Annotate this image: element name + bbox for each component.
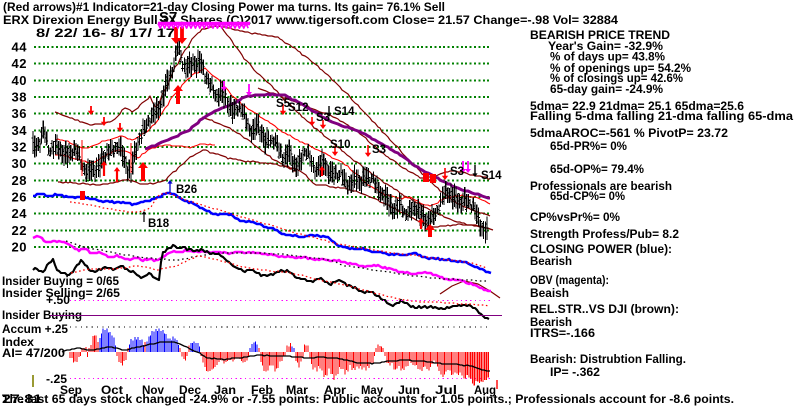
svg-text:28: 28	[12, 173, 27, 188]
svg-text:22: 22	[12, 223, 27, 238]
svg-text:Strength Profess/Pub= 8.2: Strength Profess/Pub= 8.2	[530, 229, 679, 241]
svg-text:CP%vsPr%= 0%: CP%vsPr%= 0%	[530, 212, 620, 224]
svg-text:Apr: Apr	[324, 385, 347, 397]
svg-text:36: 36	[12, 106, 27, 121]
svg-text:65-day gain= -24.9%: 65-day gain= -24.9%	[550, 84, 663, 96]
svg-text:20: 20	[12, 239, 27, 254]
svg-text:The last 65 days stock changed: The last 65 days stock changed -24.9% or…	[2, 394, 734, 406]
svg-text:% of closings up= 42.6%: % of closings up= 42.6%	[550, 73, 683, 85]
svg-text:S7: S7	[159, 9, 177, 26]
svg-text:65d-CP%= 0%: 65d-CP%= 0%	[550, 191, 625, 203]
svg-text:S3: S3	[372, 144, 386, 156]
svg-text:44: 44	[12, 40, 28, 55]
svg-text:Nov: Nov	[142, 385, 165, 397]
svg-text:IP= -.362: IP= -.362	[550, 367, 600, 379]
svg-text:Accum +.25: Accum +.25	[2, 324, 69, 336]
svg-text:Jun: Jun	[398, 385, 420, 397]
svg-text:Beaish: Beaish	[530, 288, 569, 300]
svg-text:Mar: Mar	[286, 385, 309, 397]
svg-text:42: 42	[12, 56, 27, 71]
svg-text:B26: B26	[176, 184, 197, 196]
svg-text:Oct: Oct	[101, 385, 123, 397]
svg-text:ERX Direxion Energy Bull 3X: ERX Direxion Energy Bull 3X Shares (C)20…	[3, 15, 619, 27]
svg-text:Insider Selling= 2/65: Insider Selling= 2/65	[2, 288, 121, 300]
svg-text:ITRS=-.166: ITRS=-.166	[530, 328, 595, 340]
svg-text:26: 26	[12, 189, 27, 204]
svg-text:B18: B18	[148, 218, 170, 230]
svg-text:S12: S12	[288, 102, 308, 114]
svg-text:BEARISH PRICE TREND: BEARISH PRICE TREND	[530, 30, 670, 42]
svg-text:32: 32	[12, 139, 27, 154]
svg-text:S10: S10	[330, 139, 350, 151]
svg-text:OBV (magenta):: OBV (magenta):	[530, 275, 609, 287]
svg-text:Aug: Aug	[474, 385, 496, 397]
svg-text:AI= 47/200: AI= 47/200	[2, 348, 65, 360]
svg-text:% of openings up= 54.2%: % of openings up= 54.2%	[550, 63, 691, 75]
svg-text:May: May	[361, 385, 384, 397]
svg-text:Sep: Sep	[60, 385, 82, 397]
svg-text:24: 24	[12, 206, 28, 221]
svg-text:Professionals are bearish: Professionals are bearish	[530, 181, 672, 193]
svg-text:S5: S5	[276, 98, 291, 110]
svg-text:5dma= 22.9 21dma= 25.1 65dma=2: 5dma= 22.9 21dma= 25.1 65dma=25.6	[530, 101, 744, 113]
svg-text:Index: Index	[2, 337, 35, 349]
svg-text:Dec: Dec	[179, 385, 202, 397]
svg-text:27.81: 27.81	[2, 394, 43, 406]
svg-text:Feb: Feb	[251, 385, 273, 397]
svg-text:Falling 5-dma falling 21-dma: Falling 5-dma falling 21-dma falling 65-…	[530, 111, 794, 123]
svg-text:65d-PR%= 0%: 65d-PR%= 0%	[550, 141, 627, 153]
svg-text:REL.STR..VS DJI (brown):: REL.STR..VS DJI (brown):	[530, 304, 679, 316]
svg-text:65d-OP%= 79.4%: 65d-OP%= 79.4%	[550, 164, 644, 176]
svg-text:S14: S14	[334, 106, 355, 118]
svg-text:S3: S3	[316, 112, 330, 124]
svg-text:% of days up= 43.8%: % of days up= 43.8%	[550, 52, 665, 64]
svg-text:-.25: -.25	[46, 374, 68, 386]
svg-text:S3: S3	[450, 166, 464, 178]
svg-text:40: 40	[12, 73, 27, 88]
svg-text:Year's Gain= -32.9%: Year's Gain= -32.9%	[548, 41, 663, 53]
svg-text:S14: S14	[481, 170, 502, 182]
svg-text:Insider Buying = 0/65: Insider Buying = 0/65	[2, 276, 120, 288]
svg-text:Jul: Jul	[435, 385, 457, 397]
svg-text:8/ 22/ 16- 8/ 17/ 17: 8/ 22/ 16- 8/ 17/ 17	[36, 28, 175, 40]
svg-text:30: 30	[12, 156, 27, 171]
svg-text:34: 34	[12, 123, 28, 138]
svg-text:38: 38	[12, 89, 27, 104]
svg-text:Bearish: Bearish	[530, 256, 572, 268]
svg-text:Bearish: Bearish	[530, 317, 572, 329]
svg-text:Insider Buying: Insider Buying	[2, 310, 82, 322]
svg-text:Bearish: Distrubtion Falling.: Bearish: Distrubtion Falling.	[530, 354, 686, 366]
svg-text:+.50: +.50	[46, 295, 70, 307]
svg-text:5dmaAROC=-561 % PivotP= 23.: 5dmaAROC=-561 % PivotP= 23.72	[530, 128, 728, 140]
svg-text:Jan: Jan	[214, 385, 236, 397]
svg-text:CLOSING POWER (blue):: CLOSING POWER (blue):	[530, 244, 672, 256]
svg-text:(Red arrows)#1 Indicator=21-da: (Red arrows)#1 Indicator=21-day Closing …	[3, 2, 445, 14]
